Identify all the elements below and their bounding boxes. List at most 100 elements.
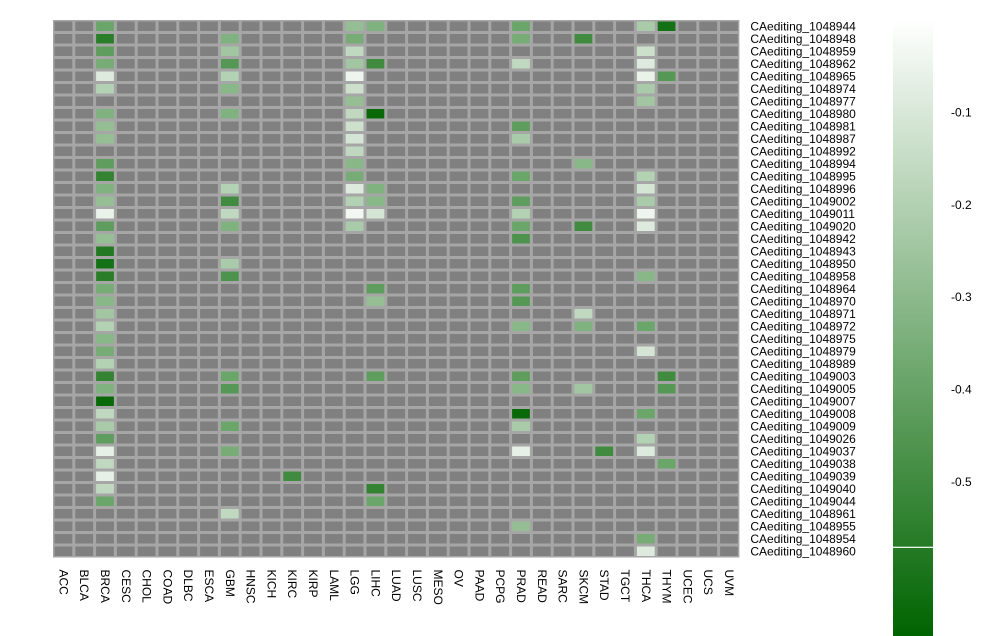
heatmap-cell: [387, 259, 406, 269]
heatmap-cell: [137, 459, 156, 469]
heatmap-cell: [137, 484, 156, 494]
heatmap-cell: [387, 184, 406, 194]
heatmap-cell: [512, 134, 530, 144]
heatmap-cell: [657, 109, 676, 119]
heatmap-cell: [657, 534, 676, 544]
heatmap-cell: [470, 384, 489, 394]
heatmap-cell: [553, 184, 572, 194]
heatmap-cell: [512, 434, 530, 444]
heatmap-cell: [116, 46, 135, 56]
heatmap-cell: [491, 459, 510, 469]
heatmap-cell: [595, 171, 614, 181]
heatmap-cell: [158, 396, 177, 406]
heatmap-cell: [428, 409, 447, 419]
heatmap-cell: [636, 496, 655, 506]
heatmap-cell: [137, 384, 156, 394]
heatmap-cell: [491, 521, 510, 531]
heatmap-cell: [304, 209, 322, 219]
heatmap-cell: [75, 171, 94, 181]
heatmap-cell: [470, 334, 489, 344]
heatmap-cell: [636, 196, 655, 206]
row-label: CAediting_1048994: [750, 157, 856, 171]
heatmap-cell: [200, 334, 218, 344]
heatmap-cell: [595, 346, 614, 356]
heatmap-cell: [595, 121, 614, 131]
heatmap-cell: [512, 184, 530, 194]
heatmap-cell: [324, 334, 343, 344]
heatmap-cell: [491, 209, 510, 219]
row-label: CAediting_1049037: [750, 444, 856, 458]
heatmap-cell: [179, 471, 198, 481]
row-label: CAediting_1048961: [750, 507, 856, 521]
row-label: CAediting_1048970: [750, 294, 856, 308]
heatmap-cell: [470, 46, 489, 56]
heatmap-cell: [158, 309, 177, 319]
heatmap-cell: [241, 96, 260, 106]
heatmap-cell: [491, 471, 510, 481]
heatmap-cell: [574, 159, 593, 169]
heatmap-cell: [116, 109, 135, 119]
heatmap-cell: [262, 109, 281, 119]
heatmap-cell: [137, 84, 156, 94]
heatmap-cell: [553, 371, 572, 381]
heatmap-cell: [200, 271, 218, 281]
heatmap-cell: [574, 134, 593, 144]
heatmap-cell: [179, 146, 198, 156]
heatmap-cell: [158, 484, 177, 494]
heatmap-cell: [449, 109, 468, 119]
heatmap-cell: [512, 84, 530, 94]
heatmap-cell: [553, 84, 572, 94]
heatmap-cell: [220, 196, 239, 206]
heatmap-cell: [241, 184, 260, 194]
heatmap-cell: [116, 234, 135, 244]
heatmap-cell: [491, 534, 510, 544]
heatmap-cell: [449, 159, 468, 169]
heatmap-cell: [532, 59, 551, 69]
column-label: ACC: [56, 570, 70, 596]
heatmap-cell: [408, 21, 426, 31]
heatmap-cell: [512, 246, 530, 256]
column-label: PRAD: [514, 570, 528, 604]
heatmap-cell: [324, 59, 343, 69]
heatmap-cell: [75, 296, 94, 306]
heatmap-cell: [220, 396, 239, 406]
heatmap-cell: [96, 209, 114, 219]
heatmap-cell: [512, 509, 530, 519]
heatmap-cell: [262, 396, 281, 406]
column-label: READ: [535, 570, 549, 604]
heatmap-cell: [200, 196, 218, 206]
heatmap-cell: [283, 359, 302, 369]
heatmap-cell: [553, 534, 572, 544]
heatmap-cell: [366, 34, 385, 44]
heatmap-cell: [553, 209, 572, 219]
heatmap-cell: [220, 321, 239, 331]
heatmap-cell: [595, 284, 614, 294]
heatmap-cell: [678, 521, 697, 531]
heatmap-cell: [449, 184, 468, 194]
heatmap-cell: [491, 59, 510, 69]
heatmap-cell: [699, 534, 718, 544]
heatmap-cell: [324, 121, 343, 131]
row-label: CAediting_1049007: [750, 394, 856, 408]
heatmap-cell: [158, 59, 177, 69]
heatmap-cell: [200, 221, 218, 231]
heatmap-cell: [137, 471, 156, 481]
heatmap-cell: [241, 246, 260, 256]
heatmap-cell: [54, 359, 73, 369]
heatmap-cell: [720, 171, 738, 181]
heatmap-cell: [345, 271, 364, 281]
heatmap-cell: [220, 146, 239, 156]
heatmap-cell: [75, 59, 94, 69]
heatmap-cell: [595, 296, 614, 306]
heatmap-cell: [428, 471, 447, 481]
column-label: SKCM: [576, 570, 590, 605]
heatmap-cell: [241, 521, 260, 531]
heatmap-cell: [699, 71, 718, 81]
heatmap-cell: [678, 546, 697, 556]
heatmap-cell: [137, 284, 156, 294]
column-label: BRCA: [98, 570, 112, 603]
heatmap-cell: [54, 246, 73, 256]
heatmap-cell: [262, 159, 281, 169]
heatmap-cell: [636, 459, 655, 469]
heatmap-cell: [304, 134, 322, 144]
